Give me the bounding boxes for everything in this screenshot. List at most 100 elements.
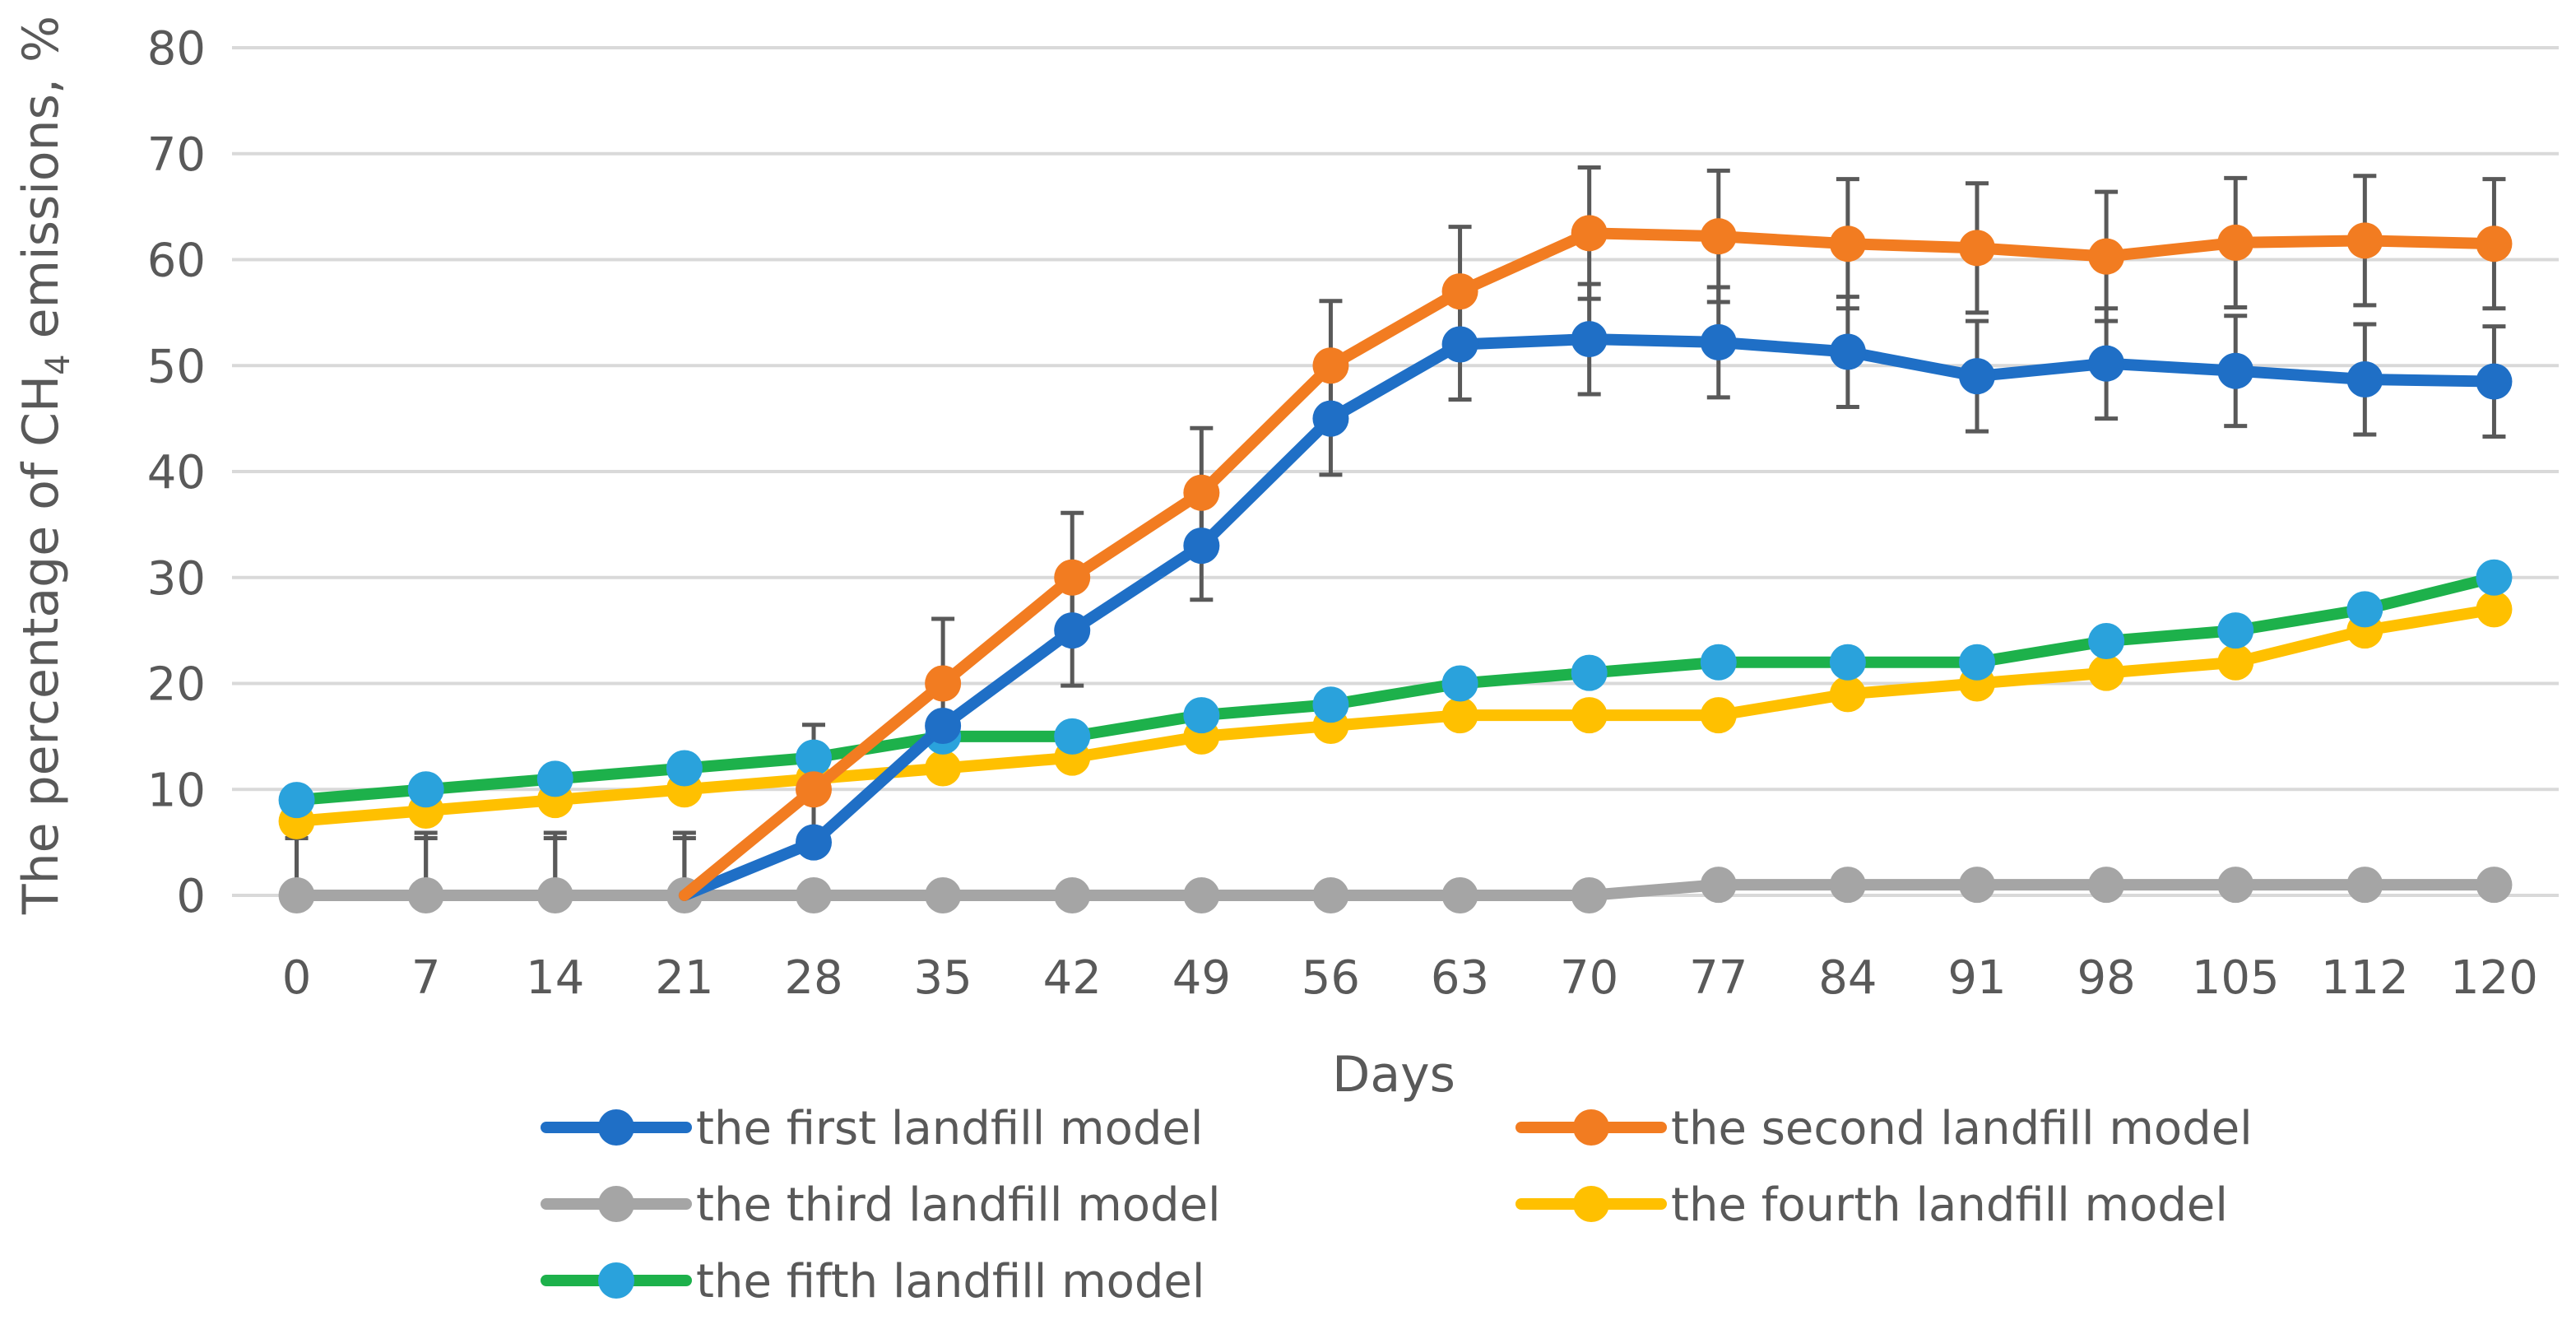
data-point [925,877,962,913]
data-point [1829,333,1866,370]
x-tick-label: 21 [655,951,713,1005]
legend: the first landfill model the second landf… [541,1102,2253,1308]
y-axis-label: The percentage of CH4 emissions, % [12,16,77,915]
data-point [1571,321,1608,358]
data-point [2088,654,2125,691]
data-point [1700,323,1737,360]
y-tick-label: 40 [147,446,206,500]
data-point [1959,644,1995,681]
data-point [536,877,573,913]
series-the-third-landfill-model [278,867,2513,913]
data-point [1959,867,1995,904]
data-point [925,708,962,744]
series-the-fourth-landfill-model [278,591,2513,839]
data-point [1054,612,1091,649]
data-point [796,877,832,913]
x-axis-label: Days [1332,1046,1455,1104]
x-tick-label: 56 [1302,951,1360,1005]
x-tick-label: 98 [2077,951,2135,1005]
data-point [1183,528,1220,565]
data-point [1571,654,1608,691]
data-point [2346,222,2383,259]
data-point [666,750,703,787]
y-axis-label-subscript: 4 [39,354,77,374]
data-point [2217,612,2254,649]
x-tick-label: 105 [2192,951,2280,1005]
y-tick-label: 0 [176,870,206,923]
data-point [1700,867,1737,904]
data-point [1829,225,1866,263]
error-bars [285,165,2506,895]
y-tick-label: 50 [147,340,206,393]
x-tick-label: 77 [1689,951,1748,1005]
data-point [1054,877,1091,913]
data-point [536,760,573,797]
y-tick-label: 20 [147,658,206,712]
x-tick-label: 28 [784,951,842,1005]
series-line [290,879,2500,901]
y-tick-label: 30 [147,552,206,606]
legend-marker [598,1186,634,1222]
data-point [1571,215,1608,252]
data-point [278,782,315,819]
legend-item: the fourth landfill model [1515,1178,2228,1232]
data-point [1700,697,1737,734]
legend-marker [598,1109,634,1146]
x-tick-label: 84 [1818,951,1877,1005]
data-point [796,739,832,776]
data-point [1183,877,1220,913]
x-tick-label: 42 [1043,951,1102,1005]
data-point [2217,352,2254,389]
y-tick-label: 60 [147,235,206,288]
data-point [1441,877,1478,913]
legend-marker [598,1262,634,1299]
data-point [2476,363,2513,400]
data-point [1312,347,1349,384]
data-point [1959,230,1995,267]
y-axis-label-prefix: The percentage of CH [12,375,70,915]
x-tick-label: 70 [1560,951,1618,1005]
data-point [2476,591,2513,628]
data-point [796,824,832,861]
data-point [1571,697,1608,734]
data-point [2476,225,2513,263]
x-axis-ticks: 0 7 14 21 28 35 42 49 56 63 70 77 84 91 98 105 112 120 [282,951,2538,1005]
x-tick-label: 7 [411,951,441,1005]
y-axis-label-suffix: emissions, % [12,16,70,354]
y-tick-label: 10 [147,764,206,817]
data-point [2088,867,2125,904]
legend-item: the second landfill model [1515,1102,2253,1155]
data-point [925,750,962,787]
data-point [1441,665,1478,702]
data-point [796,771,832,808]
legend-label: the third landfill model [696,1178,1221,1232]
gridlines [232,46,2559,897]
series-line [290,603,2500,827]
legend-label: the first landfill model [696,1102,1203,1155]
data-point [1054,559,1091,596]
data-point [1183,697,1220,734]
series-the-fifth-landfill-model [278,559,2513,819]
data-point [1312,400,1349,437]
data-point [1183,474,1220,511]
series-lines [278,215,2513,913]
legend-marker [1573,1186,1609,1222]
data-point [1441,273,1478,310]
data-point [2088,238,2125,275]
y-tick-label: 80 [147,22,206,76]
data-point [1829,676,1866,713]
data-point [2346,591,2383,628]
data-point [1829,644,1866,681]
x-tick-label: 63 [1431,951,1489,1005]
data-point [1959,358,1995,395]
x-tick-label: 91 [1947,951,2006,1005]
data-point [2217,867,2254,904]
y-tick-label: 70 [147,128,206,182]
data-point [2217,224,2254,261]
legend-label: the fifth landfill model [696,1255,1204,1308]
x-tick-label: 120 [2450,951,2538,1005]
y-axis-ticks: 0 10 20 30 40 50 60 70 80 [147,22,206,923]
x-tick-label: 49 [1172,951,1231,1005]
data-point [2217,644,2254,681]
